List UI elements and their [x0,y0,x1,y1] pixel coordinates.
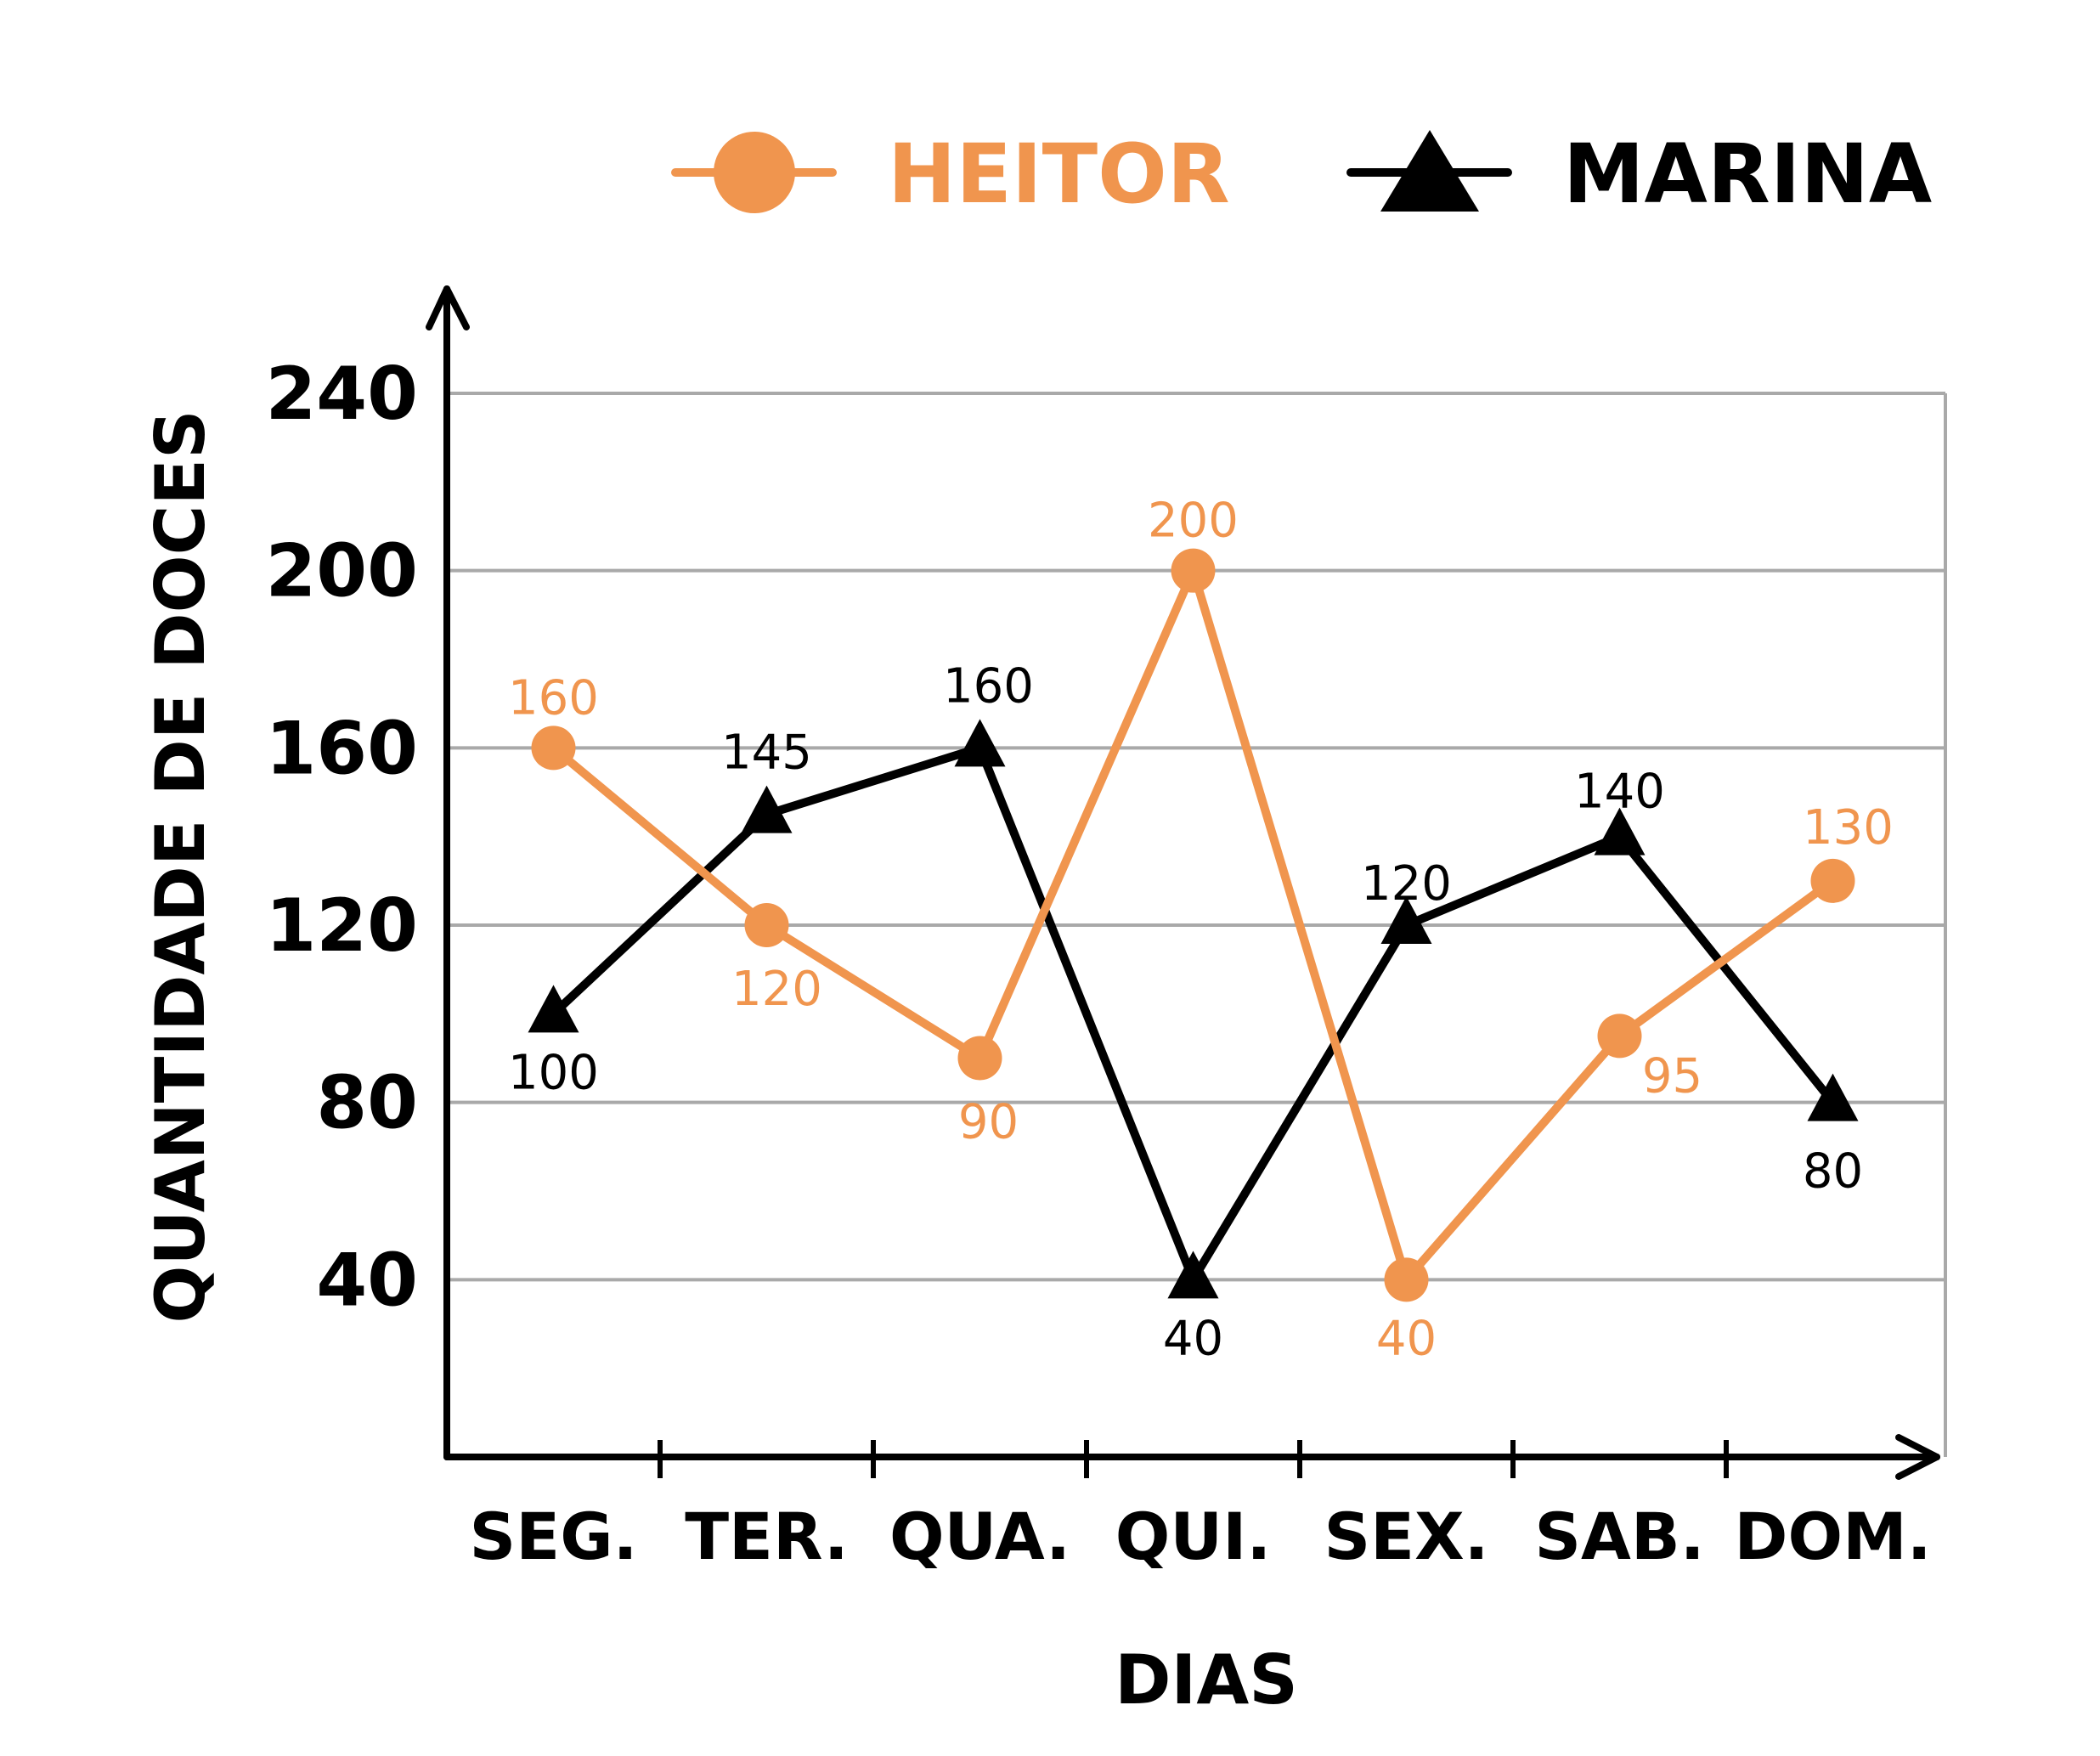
data-label: 130 [1803,800,1894,855]
data-label: 200 [1148,494,1239,549]
legend-label: MARINA [1563,127,1932,222]
data-label: 40 [1376,1311,1437,1366]
data-label: 120 [1361,856,1452,912]
series-heitor: 160 120 90 200 40 95 130 [508,494,1894,1367]
data-label: 95 [1642,1048,1702,1104]
y-tick-label: 80 [316,1061,418,1146]
legend-item-marina: MARINA [1346,127,1932,222]
data-label: 90 [958,1095,1019,1150]
y-tick-labels: 40 80 120 160 200 240 [265,352,418,1323]
x-tick-label: QUI. [1115,1499,1271,1574]
legend-item-heitor: HEITOR [671,127,1230,222]
series-layer: 100 145 160 40 120 140 80 160 120 90 200 40 95 130 [508,494,1894,1367]
data-point-circle [1384,1257,1429,1302]
data-label: 145 [721,726,812,781]
x-tick-label: TER. [685,1499,849,1574]
series-marina: 100 145 160 40 120 140 80 [508,658,1863,1366]
x-tick-label: SEG. [470,1499,638,1574]
data-label: 100 [508,1045,599,1100]
x-axis-title: DIAS [1115,1640,1298,1719]
data-point-triangle [741,785,793,833]
x-tick-label: SAB. [1534,1499,1704,1574]
x-tick-label: SEX. [1324,1499,1488,1574]
y-tick-label: 200 [265,529,418,614]
data-point-triangle [1594,807,1646,855]
legend: HEITOR MARINA [671,127,1932,222]
y-tick-label: 40 [316,1238,418,1323]
data-point-circle [1810,858,1855,903]
x-axis-arrow-icon [1895,1434,1940,1480]
data-point-circle [1597,1014,1642,1059]
y-axis-arrow-icon [426,285,470,330]
x-axis-separators [658,1440,1729,1478]
data-point-triangle [954,719,1006,767]
legend-label: HEITOR [888,127,1230,222]
data-label: 160 [508,670,599,726]
x-tick-label: DOM. [1734,1499,1931,1574]
data-point-triangle [1167,1251,1219,1299]
data-point-circle [531,726,576,771]
data-point-triangle [528,985,579,1033]
data-point-triangle [1807,1073,1859,1121]
data-point-triangle [1380,896,1432,944]
x-tick-label: QUA. [889,1499,1070,1574]
data-point-circle [957,1036,1002,1081]
y-tick-label: 120 [265,884,418,968]
y-tick-label: 240 [265,352,418,437]
axes [426,285,1940,1480]
data-label: 160 [943,658,1034,714]
legend-circle-icon [714,132,795,213]
data-label: 140 [1574,765,1665,820]
data-point-circle [744,903,789,947]
data-label: 120 [731,962,822,1017]
y-tick-label: 160 [265,706,418,791]
data-label: 80 [1803,1144,1863,1200]
x-tick-labels: SEG. TER. QUA. QUI. SEX. SAB. DOM. [470,1499,1932,1574]
data-label: 40 [1163,1311,1223,1366]
data-point-circle [1171,548,1216,593]
y-axis-title: QUANTIDADE DE DOCES [141,409,220,1323]
legend-triangle-icon [1380,130,1479,212]
